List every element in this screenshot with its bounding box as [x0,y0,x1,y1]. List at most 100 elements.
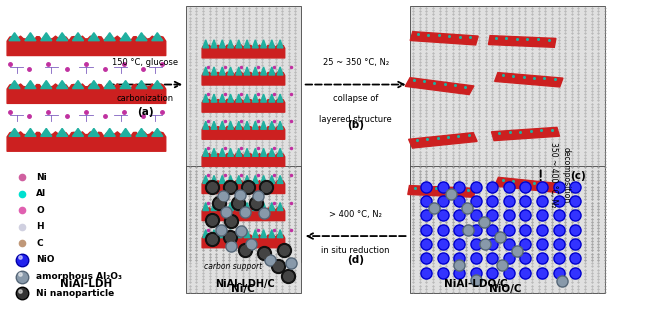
Polygon shape [152,128,163,137]
Polygon shape [219,175,225,183]
Text: Al: Al [36,189,46,198]
Polygon shape [57,33,67,41]
Text: decomposition: decomposition [562,146,571,203]
Polygon shape [25,81,36,89]
Text: (a): (a) [137,107,154,117]
Polygon shape [104,81,115,89]
Polygon shape [73,81,83,89]
Polygon shape [219,203,225,211]
Polygon shape [227,230,233,238]
Polygon shape [227,40,233,48]
Polygon shape [41,33,52,41]
Polygon shape [104,128,115,137]
Polygon shape [203,94,209,102]
Polygon shape [203,67,209,75]
Polygon shape [260,230,266,238]
Polygon shape [211,175,217,183]
Polygon shape [269,121,275,129]
Polygon shape [120,33,131,41]
Polygon shape [244,94,250,102]
Polygon shape [203,175,209,183]
Polygon shape [227,148,233,156]
Polygon shape [136,81,147,89]
Polygon shape [211,148,217,156]
Polygon shape [244,67,250,75]
Text: Ni nanoparticle: Ni nanoparticle [36,289,114,298]
Text: 150 °C, glucose: 150 °C, glucose [112,58,178,67]
Polygon shape [203,203,209,211]
Polygon shape [269,94,275,102]
Text: NiO/C: NiO/C [489,284,522,294]
Polygon shape [227,121,233,129]
Polygon shape [211,67,217,75]
Polygon shape [219,40,225,48]
Polygon shape [410,32,478,45]
Text: NiAl-LDO/C: NiAl-LDO/C [444,279,508,289]
Polygon shape [277,40,283,48]
Polygon shape [253,203,258,211]
Polygon shape [269,230,275,238]
Polygon shape [405,78,474,94]
Polygon shape [203,121,209,129]
Text: layered structure: layered structure [319,115,392,124]
Polygon shape [219,94,225,102]
Polygon shape [236,67,242,75]
Polygon shape [136,128,147,137]
Text: NiAl-LDH: NiAl-LDH [59,279,112,289]
Text: C: C [36,239,43,248]
Polygon shape [494,177,563,193]
Polygon shape [277,67,283,75]
Polygon shape [227,94,233,102]
Polygon shape [57,81,67,89]
Polygon shape [492,127,559,141]
Polygon shape [9,81,20,89]
Polygon shape [219,121,225,129]
Text: collapse of: collapse of [333,94,378,103]
Polygon shape [227,203,233,211]
Polygon shape [211,230,217,238]
Polygon shape [152,81,163,89]
Polygon shape [253,121,258,129]
Text: Ni: Ni [36,173,47,182]
Text: (c): (c) [570,171,586,181]
Polygon shape [25,128,36,137]
Polygon shape [236,175,242,183]
Polygon shape [269,175,275,183]
Polygon shape [269,203,275,211]
Polygon shape [73,128,83,137]
Polygon shape [253,67,258,75]
Polygon shape [244,230,250,238]
Polygon shape [25,33,36,41]
Polygon shape [260,40,266,48]
Polygon shape [269,148,275,156]
Polygon shape [227,67,233,75]
Polygon shape [244,40,250,48]
Polygon shape [152,33,163,41]
Text: NiAl-LDH/C: NiAl-LDH/C [215,279,274,289]
Polygon shape [277,121,283,129]
Polygon shape [211,121,217,129]
Polygon shape [277,230,283,238]
Text: amorphous Al₂O₃: amorphous Al₂O₃ [36,272,122,281]
Polygon shape [260,175,266,183]
Polygon shape [253,230,258,238]
Polygon shape [219,148,225,156]
Polygon shape [104,33,115,41]
Polygon shape [203,230,209,238]
Polygon shape [244,175,250,183]
Polygon shape [408,186,475,197]
Polygon shape [253,40,258,48]
Text: (d): (d) [347,255,364,265]
Text: O: O [36,206,44,215]
Polygon shape [9,33,20,41]
Polygon shape [269,40,275,48]
Polygon shape [488,36,556,47]
Polygon shape [41,81,52,89]
Polygon shape [73,33,83,41]
Text: carbonization: carbonization [116,94,173,103]
Polygon shape [277,94,283,102]
Text: 25 ~ 350 °C, N₂: 25 ~ 350 °C, N₂ [323,58,389,67]
Polygon shape [260,203,266,211]
Polygon shape [277,175,283,183]
Polygon shape [211,40,217,48]
